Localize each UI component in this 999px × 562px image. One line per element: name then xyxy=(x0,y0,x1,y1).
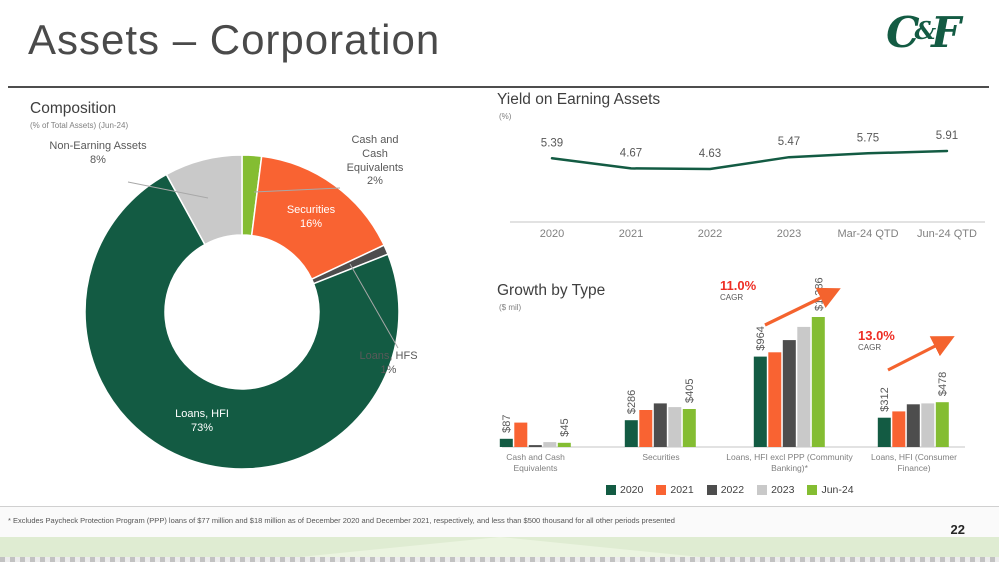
bar-2021 xyxy=(514,422,528,447)
legend-item-2020: 2020 xyxy=(606,484,643,496)
growth-title: Growth by Type xyxy=(497,282,606,299)
bar-2022 xyxy=(653,403,667,447)
yield-value-label: 4.63 xyxy=(699,148,721,160)
bar-2021 xyxy=(892,411,906,447)
legend-swatch xyxy=(656,485,667,495)
yield-axis-label: 2023 xyxy=(777,228,801,240)
donut-slice xyxy=(165,154,243,246)
yield-axis-label: 2020 xyxy=(540,228,564,240)
logo-letter-c: C xyxy=(886,8,920,57)
bar-2023 xyxy=(543,442,557,447)
page-number: 22 xyxy=(950,522,965,537)
yield-axis-label: 2022 xyxy=(698,228,722,240)
bar-category-securities: Securities xyxy=(642,452,680,462)
legend-swatch xyxy=(706,485,717,495)
bar-category-cash: Cash and Cash Equivalents xyxy=(506,452,565,474)
bar-2020 xyxy=(624,420,638,447)
yield-axis-label: Jun-24 QTD xyxy=(917,228,977,240)
yield-title: Yield on Earning Assets xyxy=(497,91,661,108)
legend-item-2022: 2022 xyxy=(706,484,745,496)
bar-2021 xyxy=(639,410,653,447)
bar-2020 xyxy=(877,417,891,447)
bar-2022 xyxy=(782,340,796,447)
bar-2022 xyxy=(906,404,920,447)
growth-unit-label: ($ mil) xyxy=(499,303,522,312)
bar-value-label: $405 xyxy=(684,379,696,403)
yield-unit-label: (%) xyxy=(499,112,512,121)
footnote-text: * Excludes Paycheck Protection Program (… xyxy=(8,516,675,525)
bar-Jun-24 xyxy=(811,317,825,447)
yield-value-label: 5.91 xyxy=(936,130,958,142)
legend-swatch xyxy=(606,485,616,495)
page-title: Assets – Corporation xyxy=(28,16,441,63)
bar-value-label: $478 xyxy=(937,372,949,396)
legend-label: Jun-24 xyxy=(821,484,854,496)
bar-category-consumer: Loans, HFI (Consumer Finance) xyxy=(871,452,957,474)
donut-leader-lines xyxy=(127,181,399,349)
footnote-strip: * Excludes Paycheck Protection Program (… xyxy=(0,506,999,537)
cagr-arrow-community xyxy=(764,287,841,327)
composition-chart: Non-Earning Assets 8% Cash and Cash Equi… xyxy=(0,130,500,508)
legend-label: 2021 xyxy=(670,484,694,496)
yield-value-label: 5.47 xyxy=(778,136,800,148)
yield-axis-label: 2021 xyxy=(619,228,643,240)
legend-item-2021: 2021 xyxy=(656,484,694,496)
logo-letter-f: F xyxy=(931,8,961,57)
donut-slice xyxy=(84,173,400,470)
yield-chart-svg: 5.39 2020 4.67 2021 4.63 2022 5.47 2023 5.75 Mar-… xyxy=(510,130,985,240)
bar-Jun-24 xyxy=(682,409,696,447)
bar-2020 xyxy=(499,438,513,447)
bar-value-label: $87 xyxy=(501,414,513,432)
yield-value-label: 5.75 xyxy=(857,132,879,144)
cagr-annotation-consumer: 13.0% CAGR xyxy=(858,328,895,353)
donut-chart-svg xyxy=(84,154,400,470)
chart-legend: 2020 2021 2022 2023 Jun-24 xyxy=(606,484,854,496)
yield-value-label: 4.67 xyxy=(620,147,642,159)
legend-swatch xyxy=(807,485,818,495)
logo-ampersand: & xyxy=(914,16,937,45)
legend-label: 2022 xyxy=(720,484,745,496)
bar-value-label: $286 xyxy=(626,390,638,414)
donut-label-hfs: Loans, HFS 1% xyxy=(359,350,418,376)
bar-Jun-24 xyxy=(557,442,571,447)
growth-chart-svg: $87 $45$286 $405$964$1,386$312$478 xyxy=(499,277,965,448)
bottom-decor-band xyxy=(0,537,999,557)
bar-2023 xyxy=(797,326,811,447)
bar-2020 xyxy=(753,356,767,447)
yield-value-label: 5.39 xyxy=(541,137,563,149)
bar-2023 xyxy=(668,407,682,447)
bar-value-label: $45 xyxy=(559,418,571,436)
donut-label-hfi: Loans, HFI 73% xyxy=(175,408,229,434)
legend-label: 2020 xyxy=(620,484,644,496)
cagr-arrow-consumer xyxy=(887,336,955,372)
bar-2021 xyxy=(768,352,782,447)
yield-line xyxy=(550,149,949,171)
donut-label-cash: Cash and Cash Equivalents 2% xyxy=(346,134,404,188)
legend-label: 2023 xyxy=(771,484,795,496)
donut-label-non-earning: Non-Earning Assets 8% xyxy=(49,140,147,166)
bottom-edge-strip xyxy=(0,557,999,562)
bar-category-community: Loans, HFI excl PPP (Community Banking)* xyxy=(726,452,853,474)
composition-title: Composition xyxy=(30,100,117,117)
bar-value-label: $964 xyxy=(755,326,767,350)
cf-logo: C&F xyxy=(886,12,961,54)
donut-slice xyxy=(250,155,386,281)
bar-Jun-24 xyxy=(935,402,949,447)
legend-item-2023: 2023 xyxy=(757,484,794,496)
cagr-arrows xyxy=(764,287,955,372)
composition-subtitle: (% of Total Assets) (Jun-24) xyxy=(30,121,129,130)
bar-value-label: $312 xyxy=(879,387,891,411)
bar-2022 xyxy=(528,445,542,447)
bar-2023 xyxy=(921,403,935,447)
legend-swatch xyxy=(757,485,768,495)
cagr-annotation-community: 11.0% CAGR xyxy=(720,278,757,303)
donut-label-securities: Securities 16% xyxy=(286,204,336,230)
legend-item-Jun-24: Jun-24 xyxy=(807,484,854,496)
title-divider xyxy=(8,86,989,88)
yield-axis-label: Mar-24 QTD xyxy=(837,228,898,240)
